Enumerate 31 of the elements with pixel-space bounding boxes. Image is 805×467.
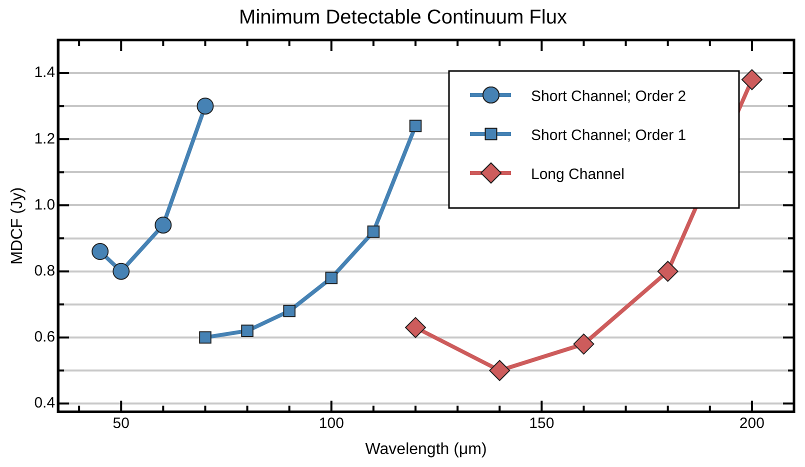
point: [196, 98, 214, 115]
y-tick-label: 0.6: [34, 328, 56, 346]
point: [573, 334, 594, 355]
legend-label: Long Channel: [531, 166, 624, 184]
point: [112, 262, 130, 280]
point: [741, 69, 762, 90]
y-tick-label: 1.0: [34, 196, 56, 214]
point: [199, 331, 212, 344]
point: [325, 272, 338, 284]
point: [92, 243, 109, 260]
y-tick-label: 0.8: [34, 262, 56, 280]
x-tick-label: 150: [529, 414, 554, 432]
legend-label: Short Channel; Order 2: [531, 88, 686, 106]
legend-label: Short Channel; Order 1: [531, 127, 686, 144]
y-tick-label: 1.2: [34, 130, 56, 148]
x-tick-label: 100: [318, 414, 344, 432]
y-tick-label: 1.4: [34, 64, 56, 82]
chart-title: Minimum Detectable Continuum Flux: [239, 6, 567, 29]
y-tick-label: 0.4: [34, 394, 56, 412]
y-axis-title: MDCF (Jy): [9, 187, 26, 265]
point: [409, 120, 422, 132]
point: [489, 360, 510, 381]
point: [367, 226, 380, 238]
x-axis-title: Wavelength (μm): [365, 440, 487, 458]
point: [283, 304, 296, 318]
point: [657, 260, 678, 282]
point: [241, 324, 254, 337]
x-tick-label: 200: [739, 414, 764, 432]
x-tick-label: 50: [112, 414, 130, 432]
point: [405, 317, 426, 338]
point: [154, 216, 172, 234]
